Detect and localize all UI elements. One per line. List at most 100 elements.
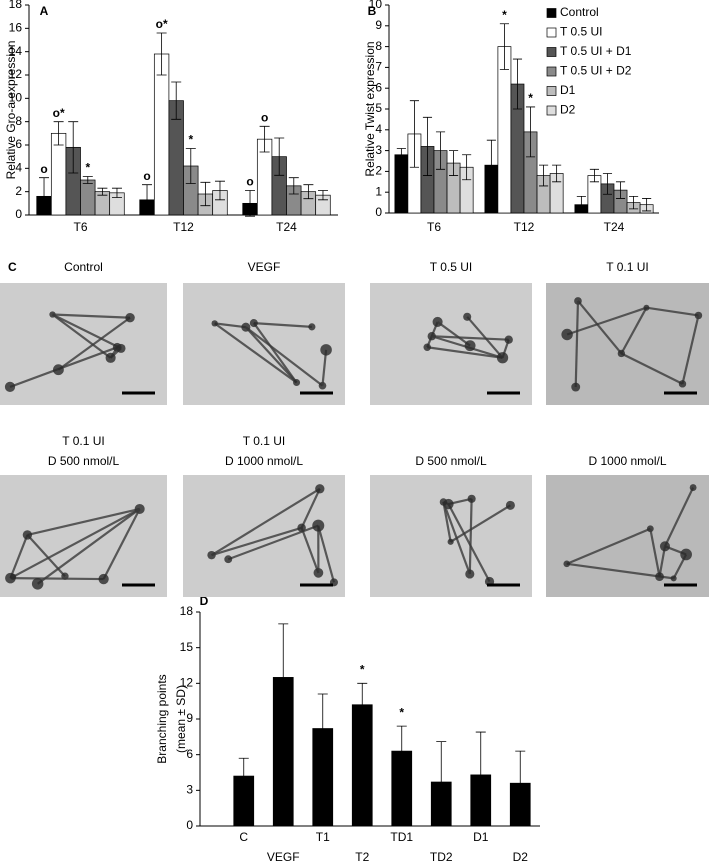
cell-cluster — [561, 328, 573, 341]
cell-cluster — [680, 548, 692, 561]
panel-label: A — [40, 4, 49, 18]
error-bar — [396, 725, 407, 777]
tube — [10, 577, 104, 581]
y-tick-label: 0 — [375, 205, 382, 219]
tube — [52, 313, 131, 319]
error-bar — [357, 682, 368, 727]
cell-cluster — [463, 312, 472, 321]
cell-cluster — [52, 364, 64, 376]
error-bar — [449, 150, 459, 176]
tube — [214, 322, 246, 329]
error-bar — [396, 148, 406, 162]
x-tick-label: VEGF — [267, 850, 300, 864]
legend-swatch — [546, 105, 557, 116]
error-bar — [409, 100, 419, 168]
cell-cluster — [98, 573, 109, 585]
error-bar — [82, 176, 93, 184]
y-tick-label: 18 — [180, 604, 194, 618]
y-tick-label: 9 — [186, 711, 193, 725]
y-tick-label: 10 — [369, 0, 383, 11]
micrograph — [370, 475, 532, 597]
cell-cluster — [464, 340, 476, 352]
error-bar — [278, 623, 289, 732]
legend-swatch — [546, 86, 557, 96]
error-bar — [435, 131, 446, 170]
tube — [442, 501, 452, 543]
error-bar — [422, 116, 433, 176]
cell-cluster — [571, 382, 581, 392]
y-tick-label: 7 — [375, 60, 382, 74]
y-axis-label: Branching points — [155, 674, 169, 763]
cell-cluster — [447, 538, 454, 545]
legend-swatch — [546, 27, 557, 38]
significance-label: o — [40, 162, 47, 176]
tube — [321, 349, 328, 386]
error-bar — [436, 741, 447, 823]
error-bar — [486, 139, 496, 191]
cell-cluster — [211, 320, 218, 327]
cell-cluster — [31, 578, 44, 590]
image-title: Control — [64, 260, 103, 274]
legend-swatch — [546, 47, 557, 57]
x-tick-label: TD2 — [430, 850, 453, 864]
error-bar — [462, 154, 472, 181]
error-bar — [475, 731, 486, 819]
panel-label: C — [8, 260, 17, 274]
cell-cluster — [504, 335, 513, 344]
image-title: T 0.1 UI — [606, 260, 648, 274]
error-bar — [629, 195, 639, 210]
error-bar — [539, 164, 549, 187]
image-title: T 0.5 UI — [430, 260, 472, 274]
image-title: D 1000 nmol/L — [588, 454, 666, 468]
y-tick-label: 0 — [186, 818, 193, 832]
y-axis-label: (mean ± SD) — [174, 685, 188, 753]
error-bar — [317, 190, 328, 201]
tube — [245, 326, 298, 384]
y-tick-label: 10 — [9, 91, 23, 105]
legend-label: T 0.5 UI — [560, 25, 602, 39]
error-bar — [245, 190, 256, 217]
image-title: T 0.1 UI — [62, 434, 104, 448]
y-tick-label: 3 — [186, 783, 193, 797]
cell-cluster — [563, 560, 571, 568]
micrograph — [546, 283, 709, 405]
y-tick-label: 6 — [15, 137, 22, 151]
y-tick-label: 14 — [9, 44, 23, 58]
panel-label: B — [368, 4, 377, 18]
significance-label: * — [85, 161, 90, 175]
y-tick-label: 0 — [15, 207, 22, 221]
cell-cluster — [689, 484, 697, 491]
legend-swatch — [546, 66, 557, 77]
tube — [227, 524, 319, 561]
tube — [52, 313, 122, 350]
micrograph — [183, 283, 345, 405]
tube — [447, 503, 491, 582]
image-title: T 0.1 UI — [243, 434, 285, 448]
image-title: VEGF — [248, 260, 281, 274]
x-tick-label: T24 — [604, 220, 625, 234]
error-bar — [156, 32, 167, 76]
tube — [431, 335, 509, 341]
y-tick-label: 15 — [180, 640, 194, 654]
x-tick-label: T1 — [316, 830, 330, 844]
cell-cluster — [224, 555, 233, 564]
x-tick-label: T12 — [173, 220, 194, 234]
x-tick-label: D2 — [513, 850, 529, 864]
y-axis-label: Relative Gro-a expression — [4, 41, 18, 180]
micrograph — [183, 475, 345, 597]
error-bar — [525, 106, 536, 158]
micrograph — [370, 283, 532, 405]
tube — [51, 313, 112, 359]
error-bar — [589, 168, 599, 183]
image-title: D 500 nmol/L — [48, 454, 120, 468]
y-tick-label: 4 — [375, 122, 382, 136]
tube — [450, 504, 511, 543]
error-bar — [97, 187, 108, 196]
cell-cluster — [423, 343, 431, 351]
cell-cluster — [467, 494, 476, 503]
x-tick-label: T2 — [355, 850, 369, 864]
error-bar — [185, 148, 196, 184]
tube — [245, 326, 324, 387]
error-bar — [552, 164, 562, 183]
cell-cluster — [505, 500, 515, 510]
